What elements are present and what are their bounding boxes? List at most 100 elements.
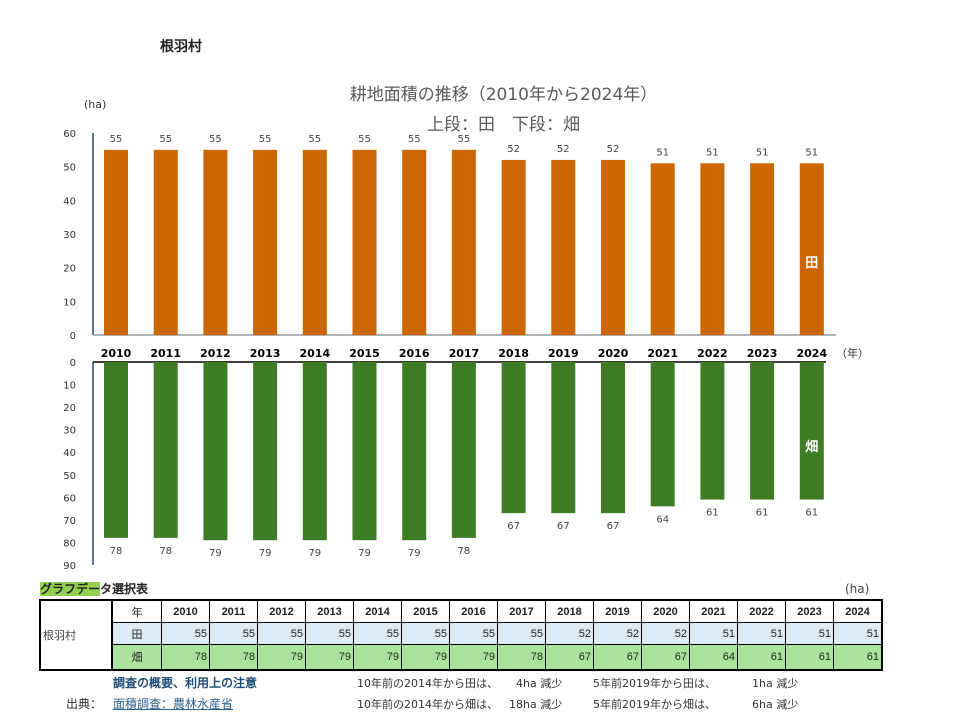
table-cell-ha: 61 <box>833 644 883 671</box>
table-cell-ha: 79 <box>305 644 354 671</box>
data-label-ha: 64 <box>656 514 669 525</box>
y-tick-bottom: 50 <box>63 471 76 482</box>
bar-ta <box>253 149 278 335</box>
note-ha-5y-value: 6ha 減少 <box>752 698 799 711</box>
table-year-header: 2014 <box>353 599 402 623</box>
data-label-ha: 67 <box>557 521 570 532</box>
table-cell-ha: 67 <box>641 644 690 671</box>
bar-ta <box>650 163 675 335</box>
bar-ta <box>402 149 427 335</box>
y-tick-top: 20 <box>63 264 76 275</box>
data-label-ha: 79 <box>408 548 421 559</box>
data-label-ta: 55 <box>209 134 222 145</box>
source-link[interactable]: 面積調査：農林水産省 <box>113 697 234 711</box>
bar-ha <box>451 362 476 538</box>
data-label-ha: 78 <box>110 546 123 557</box>
chart-subtitle: 上段：田 下段：畑 <box>427 115 580 135</box>
table-cell-ha: 61 <box>785 644 834 671</box>
table-year-header: 2010 <box>161 599 210 623</box>
x-tick-label: 2017 <box>449 347 480 360</box>
survey-notes-link[interactable]: 調査の概要、利用上の注意 <box>113 676 258 690</box>
table-cell-ta: 55 <box>353 622 402 645</box>
x-tick-label: 2012 <box>200 347 231 360</box>
source-label: 出典： <box>66 697 103 711</box>
table-year-header: 2013 <box>305 599 354 623</box>
data-label-ha: 67 <box>507 521 520 532</box>
table-cell-ha: 78 <box>209 644 258 671</box>
y-tick-top: 40 <box>63 196 76 207</box>
table-cell-ta: 55 <box>305 622 354 645</box>
x-tick-label: 2013 <box>250 347 281 360</box>
data-label-ta: 52 <box>557 144 570 155</box>
data-label-ta: 55 <box>308 134 321 145</box>
table-cell-ta: 52 <box>593 622 642 645</box>
table-cell-ta: 52 <box>545 622 594 645</box>
note-ha-10y: 10年前の2014年から畑は、 <box>357 698 498 711</box>
bar-ta <box>104 149 128 335</box>
data-label-ta: 51 <box>805 147 818 158</box>
caption-rest: タ選択表 <box>100 582 149 596</box>
y-tick-bottom: 10 <box>63 381 76 392</box>
data-label-ha: 79 <box>259 548 272 559</box>
data-label-ha: 79 <box>308 548 321 559</box>
bar-ta <box>203 149 228 335</box>
note-ta-5y: 5年前2019年から田は、 <box>593 677 716 690</box>
table-cell-ta: 51 <box>785 622 834 645</box>
y-tick-bottom: 70 <box>63 516 76 527</box>
row-label-village: 根羽村 <box>39 599 113 671</box>
bar-ha <box>551 362 576 514</box>
table-cell-ta: 55 <box>209 622 258 645</box>
table-cell-ta: 55 <box>257 622 306 645</box>
bar-ha <box>153 362 178 538</box>
table-cell-ha: 67 <box>545 644 594 671</box>
data-label-ta: 55 <box>458 134 471 145</box>
table-cell-ha: 78 <box>497 644 546 671</box>
table-year-header: 2019 <box>593 599 642 623</box>
bar-ta <box>750 163 775 335</box>
table-cell-ta: 55 <box>161 622 210 645</box>
village-name: 根羽村 <box>160 39 202 55</box>
table-cell-ha: 61 <box>737 644 786 671</box>
caption-highlight: グラフデー <box>40 582 101 596</box>
data-label-ta: 51 <box>706 147 719 158</box>
table-cell-ta: 55 <box>401 622 450 645</box>
bar-ha <box>203 362 228 541</box>
x-axis-unit: （年） <box>836 346 869 360</box>
table-cell-ta: 52 <box>641 622 690 645</box>
year-header: 年 <box>111 599 162 623</box>
table-cell-ta: 51 <box>689 622 738 645</box>
x-tick-label: 2016 <box>399 347 430 360</box>
table-cell-ha: 79 <box>257 644 306 671</box>
table-year-header: 2024 <box>833 599 883 623</box>
bar-ha <box>799 362 824 500</box>
table-year-header: 2011 <box>209 599 258 623</box>
bar-ta <box>501 159 526 335</box>
bar-ta <box>352 149 377 335</box>
x-tick-label: 2014 <box>299 347 330 360</box>
bar-ta <box>451 149 476 335</box>
bar-ta <box>302 149 327 335</box>
y-tick-bottom: 80 <box>63 538 76 549</box>
data-label-ta: 55 <box>259 134 272 145</box>
row-label-ta: 田 <box>111 622 162 645</box>
data-label-ta: 51 <box>756 147 769 158</box>
data-label-ta: 52 <box>507 144 520 155</box>
table-cell-ha: 79 <box>353 644 402 671</box>
chart-title: 耕地面積の推移（2010年から2024年） <box>349 85 658 105</box>
table-cell-ta: 55 <box>449 622 498 645</box>
table-cell-ta: 55 <box>497 622 546 645</box>
table-year-header: 2012 <box>257 599 306 623</box>
y-tick-top: 60 <box>63 129 76 140</box>
y-tick-bottom: 0 <box>70 358 76 369</box>
bar-ha <box>253 362 278 541</box>
y-tick-top: 50 <box>63 163 76 174</box>
x-tick-label: 2024 <box>796 347 827 360</box>
table-cell-ha: 78 <box>161 644 210 671</box>
data-label-ha: 61 <box>706 508 719 519</box>
y-tick-bottom: 90 <box>63 561 76 572</box>
bar-ta <box>601 159 625 335</box>
row-label-ha: 畑 <box>111 644 162 671</box>
data-label-ha: 61 <box>805 508 818 519</box>
note-ha-5y: 5年前2019年から畑は、 <box>593 698 716 711</box>
data-label-ha: 61 <box>756 508 769 519</box>
